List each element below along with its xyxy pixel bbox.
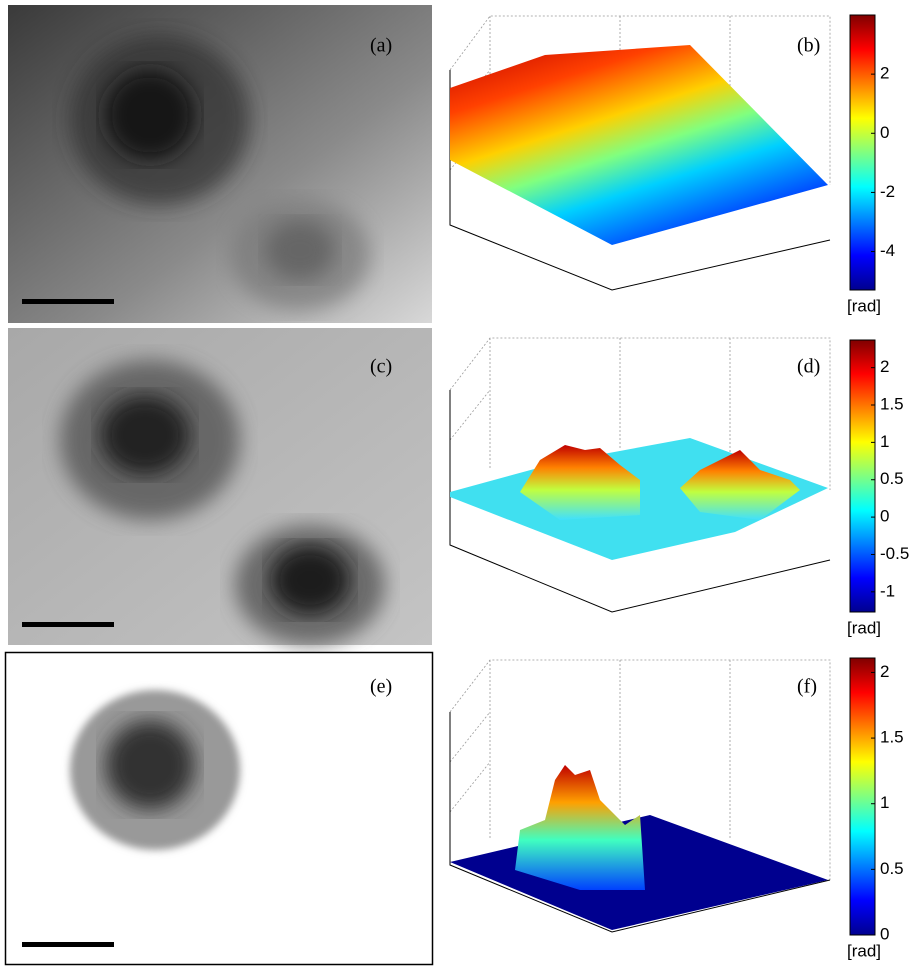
colorbar-tick-label: 0 <box>880 924 889 943</box>
colorbar-unit: [rad] <box>847 296 881 315</box>
colorbar-tick-label: 0 <box>880 507 889 526</box>
colorbar-unit: [rad] <box>847 618 881 637</box>
surface-b <box>449 15 831 291</box>
colorbar-tick-label: 1.5 <box>880 394 904 413</box>
colorbar-tick-label: -1 <box>880 581 895 600</box>
colorbar-tick-label: 2 <box>880 64 889 83</box>
surface-d <box>449 337 831 613</box>
colorbar-tick-label: 0 <box>880 123 889 142</box>
panel-label: (e) <box>370 676 392 698</box>
colorbar-tick-label: 0.5 <box>880 469 904 488</box>
panel-label: (b) <box>797 35 820 57</box>
colorbar-tick-label: 0.5 <box>880 859 904 878</box>
colorbar <box>849 14 876 291</box>
colorbar <box>849 657 876 936</box>
colorbar-tick-label: -0.5 <box>880 544 909 563</box>
panel-label: (d) <box>797 356 820 378</box>
colorbar-tick-label: 1 <box>880 793 889 812</box>
panel-label: (f) <box>797 676 817 698</box>
micrograph-e <box>4 651 434 966</box>
panel-label: (c) <box>370 356 392 378</box>
micrograph-a <box>8 5 432 323</box>
colorbar-tick-label: 2 <box>880 662 889 681</box>
surface-f <box>449 659 831 933</box>
colorbar-tick-label: -2 <box>880 182 895 201</box>
colorbar-tick-label: -4 <box>880 241 895 260</box>
colorbar <box>849 339 876 613</box>
panel-label: (a) <box>370 35 392 57</box>
colorbar-unit: [rad] <box>847 941 881 960</box>
colorbar-tick-label: 1 <box>880 432 889 451</box>
colorbar-tick-label: 1.5 <box>880 728 904 747</box>
colorbar-tick-label: 2 <box>880 357 889 376</box>
micrograph-c <box>8 328 432 645</box>
